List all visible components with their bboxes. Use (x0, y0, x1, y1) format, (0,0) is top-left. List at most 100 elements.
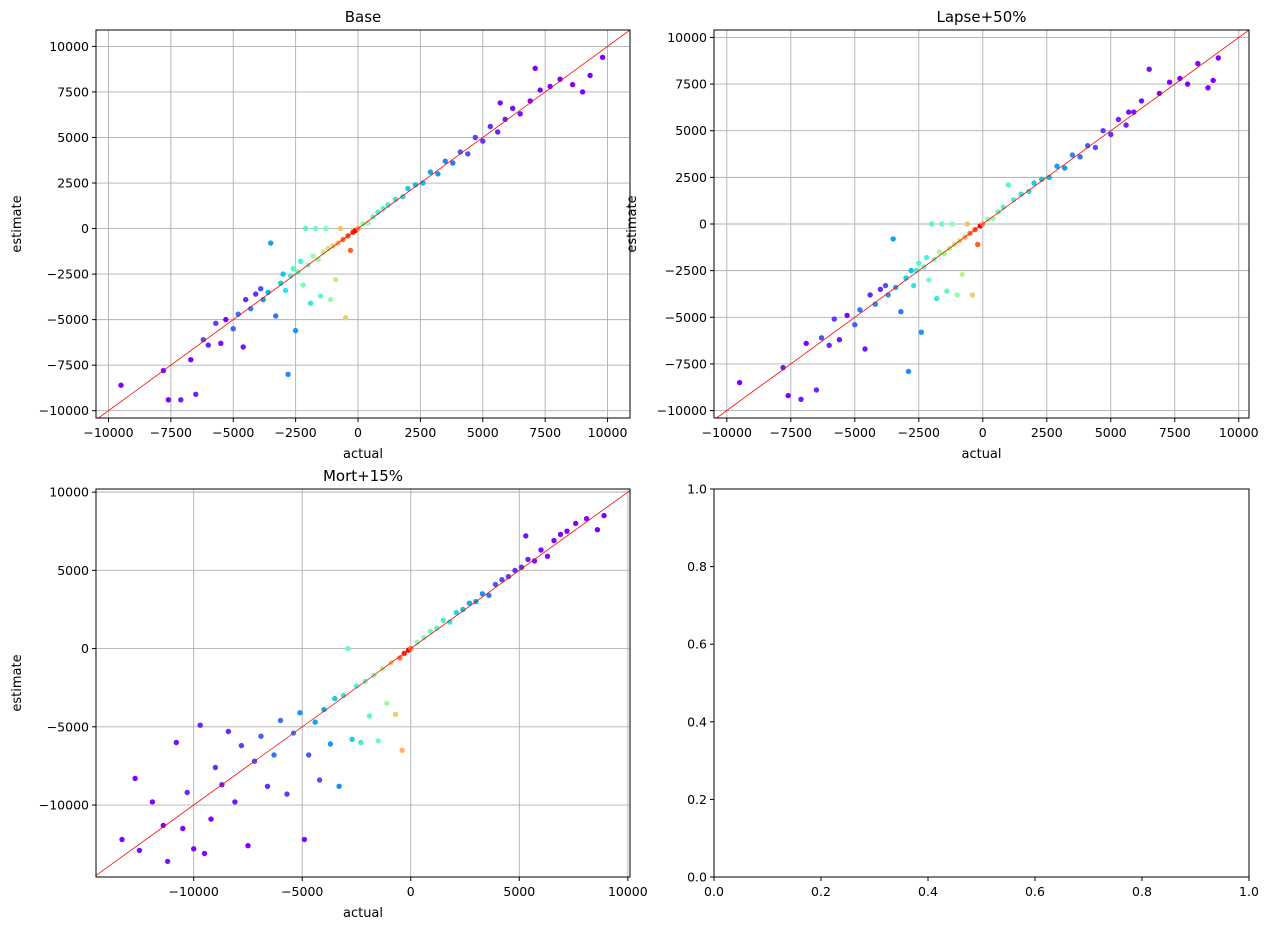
scatter-point (547, 83, 553, 90)
scatter-point (442, 158, 448, 164)
scatter-point (310, 253, 316, 259)
scatter-point (453, 609, 459, 616)
axes-frame (713, 488, 1250, 878)
scatter-point (332, 695, 338, 702)
scatter-point (149, 799, 156, 805)
x-axis-label: actual (961, 447, 1001, 462)
scatter-point (573, 520, 579, 527)
identity-line (715, 30, 1249, 418)
scatter-point (380, 205, 386, 212)
scatter-point (882, 282, 889, 289)
y-tick-label: −10000 (657, 403, 707, 418)
scatter-point (353, 683, 360, 689)
scatter-point (959, 271, 965, 278)
y-tick-label: 7500 (675, 77, 707, 92)
scatter-point (365, 220, 371, 226)
scatter-point (136, 847, 143, 854)
y-tick-label: −10000 (39, 798, 89, 813)
scatter-point (366, 713, 373, 719)
scatter-point (936, 249, 942, 255)
scatter-point (306, 752, 312, 758)
y-tick-label: −5000 (47, 312, 89, 327)
y-tick-label: 2500 (675, 170, 707, 185)
scatter-point (447, 619, 453, 625)
subplot-1: −10000 −7500 −5000 −2500 0 2500 5000 7500 10000 −… (10, 8, 631, 462)
scatter-points (119, 512, 607, 865)
scatter-point (587, 72, 593, 79)
scatter-point (405, 185, 411, 192)
x-tick-label: −10000 (702, 425, 752, 440)
scatter-point (918, 329, 924, 335)
y-tick-label: −5000 (47, 719, 89, 734)
scatter-point (538, 547, 544, 553)
scatter-point (340, 692, 347, 699)
scatter-point (877, 286, 884, 292)
scatter-point (466, 600, 473, 606)
scatter-point (1138, 98, 1145, 104)
scatter-point (165, 397, 172, 403)
scatter-point (360, 221, 366, 227)
subplot-title: Base (345, 8, 382, 26)
scatter-point (518, 564, 525, 570)
scatter-point (480, 138, 486, 144)
scatter-point (492, 581, 499, 588)
scatter-point (857, 307, 863, 313)
x-tick-label: 5000 (503, 884, 535, 899)
axes-frame (95, 29, 631, 419)
scatter-point (200, 337, 206, 343)
scatter-point (312, 719, 318, 725)
scatter-point (384, 700, 390, 706)
identity-line (96, 490, 630, 876)
scatter-point (325, 245, 331, 252)
x-tick-label: 10000 (588, 425, 628, 440)
scatter-point (264, 783, 271, 789)
x-tick-label: −5000 (834, 425, 876, 440)
scatter-point (460, 606, 466, 613)
x-tick-label: 5000 (1095, 425, 1127, 440)
subplot-2: −10000 −7500 −5000 −2500 0 2500 5000 7500 10000 −… (625, 8, 1259, 462)
scatter-point (890, 236, 896, 242)
scatter-point (173, 739, 179, 746)
x-axis-label: actual (343, 906, 383, 921)
y-tick-label: 0 (81, 641, 89, 656)
scatter-point (414, 639, 420, 645)
scatter-point (472, 134, 478, 141)
scatter-point (601, 512, 607, 519)
scatter-point (736, 379, 743, 386)
scatter-point (315, 256, 321, 263)
scatter-point (557, 76, 563, 82)
scatter-point (273, 313, 279, 319)
scatter-point (278, 280, 284, 286)
scatter-point (332, 276, 339, 283)
scatter-point (941, 251, 948, 257)
y-tick-label: 10000 (49, 485, 89, 500)
scatter-point (212, 764, 219, 771)
scatter-point (385, 202, 391, 208)
scatter-point (218, 340, 224, 346)
y-tick-label: 5000 (57, 130, 89, 145)
scatter-point (240, 344, 246, 350)
x-tick-label: 10000 (608, 884, 648, 899)
scatter-point (392, 711, 399, 717)
y-tick-label: 10000 (667, 30, 707, 45)
x-tick-label: −10000 (83, 425, 133, 440)
scatter-point (1005, 182, 1012, 188)
subplot-title: Mort+15% (323, 467, 403, 485)
subplot-title: Lapse+50% (936, 8, 1026, 26)
scatter-point (297, 710, 303, 716)
scatter-point (1123, 122, 1129, 128)
x-tick-label: 5000 (467, 425, 499, 440)
scatter-point (505, 573, 512, 580)
scatter-point (544, 553, 551, 559)
scatter-point (225, 728, 232, 735)
scatter-point (1092, 144, 1099, 151)
scatter-point (517, 111, 523, 117)
scatter-point (164, 858, 171, 865)
scatter-point (248, 306, 254, 312)
scatter-point (320, 249, 326, 255)
y-tick-label: 0.6 (687, 637, 707, 652)
x-tick-label: −2500 (274, 425, 316, 440)
scatter-point (301, 836, 308, 843)
subplot-4: 0.0 0.2 0.4 0.6 0.8 1.0 0.0 0.2 0.4 0.6 0.8 1.0 (687, 482, 1259, 900)
scatter-point (934, 295, 940, 302)
